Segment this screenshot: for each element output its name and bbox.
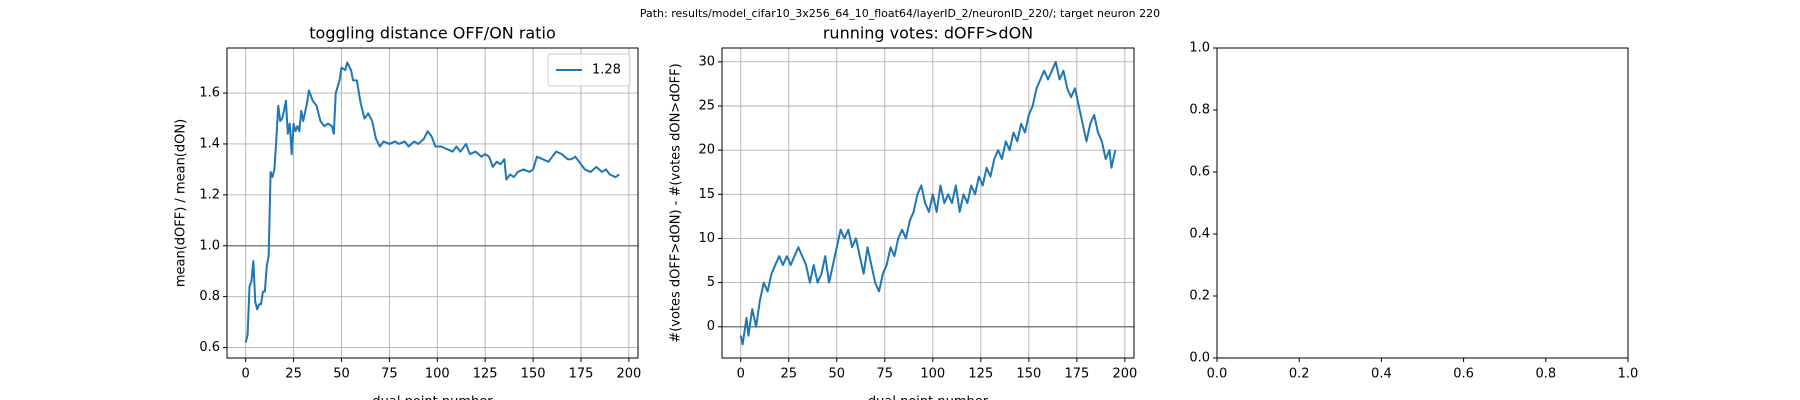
x-tick-label: 0.2 [1289, 367, 1310, 382]
legend-label: 1.28 [592, 63, 621, 78]
y-tick-label: 15 [698, 187, 715, 202]
y-tick-label: 1.2 [199, 187, 220, 202]
y-axis-label: mean(dOFF) / mean(dON) [174, 119, 189, 287]
x-tick-label: 1.0 [1618, 367, 1639, 382]
x-tick-label: 0.4 [1371, 367, 1392, 382]
y-tick-label: 0.4 [1189, 227, 1210, 242]
x-tick-label: 0 [737, 367, 745, 382]
x-tick-label: 200 [616, 367, 641, 382]
y-axis-label: #(votes dOFF>dON) - #(votes dON>dOFF) [669, 63, 684, 342]
axes-frame [721, 47, 1135, 359]
axes-title: toggling distance OFF/ON ratio [309, 24, 555, 43]
axes-title: running votes: dOFF>dON [823, 24, 1033, 43]
y-tick-label: 30 [698, 54, 715, 69]
x-tick-label: 25 [285, 367, 302, 382]
legend-box [547, 53, 631, 87]
x-tick-label: 75 [381, 367, 398, 382]
y-tick-label: 0.0 [1189, 351, 1210, 366]
y-tick-label: 0.2 [1189, 289, 1210, 304]
x-tick-label: 175 [569, 367, 594, 382]
x-tick-label: 150 [1016, 367, 1041, 382]
x-tick-label: 100 [920, 367, 945, 382]
y-tick-label: 0.6 [199, 340, 220, 355]
y-tick-label: 1.6 [199, 86, 220, 101]
data-line [244, 61, 620, 343]
y-tick-label: 20 [698, 143, 715, 158]
x-tick-label: 0.0 [1207, 367, 1228, 382]
y-tick-label: 1.0 [1189, 41, 1210, 56]
x-tick-label: 0.8 [1535, 367, 1556, 382]
x-tick-label: 200 [1112, 367, 1137, 382]
y-tick-label: 10 [698, 231, 715, 246]
x-tick-label: 75 [877, 367, 894, 382]
y-tick-label: 1.0 [199, 238, 220, 253]
x-tick-label: 50 [333, 367, 350, 382]
axes-frame [226, 47, 639, 359]
axes-frame [1216, 47, 1629, 359]
data-line [739, 60, 1117, 346]
y-tick-label: 1.4 [199, 136, 220, 151]
plot-area [244, 61, 620, 343]
x-axis-label: dual point number [868, 395, 989, 400]
y-tick-label: 0.6 [1189, 165, 1210, 180]
x-tick-label: 0 [242, 367, 250, 382]
x-tick-label: 150 [521, 367, 546, 382]
suptitle: Path: results/model_cifar10_3x256_64_10_… [640, 7, 1160, 20]
x-tick-label: 50 [828, 367, 845, 382]
x-axis-label: dual point number [372, 395, 493, 400]
x-tick-label: 175 [1064, 367, 1089, 382]
y-tick-label: 0.8 [1189, 103, 1210, 118]
y-tick-label: 0.8 [199, 289, 220, 304]
plot-area [739, 60, 1117, 346]
x-tick-label: 0.6 [1453, 367, 1474, 382]
x-tick-label: 100 [425, 367, 450, 382]
y-tick-label: 25 [698, 99, 715, 114]
x-tick-label: 125 [473, 367, 498, 382]
y-tick-label: 5 [707, 275, 715, 290]
y-tick-label: 0 [707, 319, 715, 334]
x-tick-label: 125 [968, 367, 993, 382]
x-tick-label: 25 [780, 367, 797, 382]
